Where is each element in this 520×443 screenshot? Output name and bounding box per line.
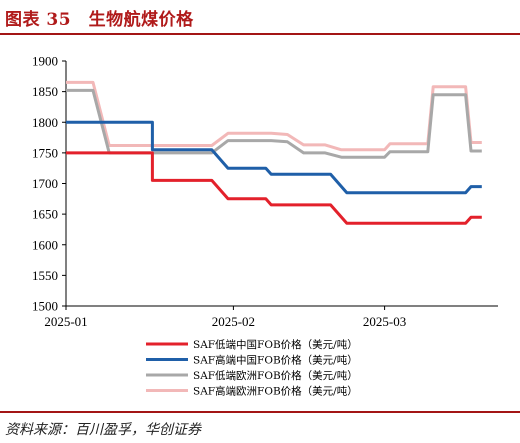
chart-legend: SAF低端中国FOB价格（美元/吨） SAF高端中国FOB价格（美元/吨） SAF低… (146, 338, 358, 398)
series-line-0 (66, 151, 482, 225)
y-tick-label: 1650 (32, 207, 58, 222)
legend-label-0: SAF低端中国FOB价格（美元/吨） (193, 338, 358, 351)
x-tick-label: 2025-01 (44, 314, 87, 329)
y-tick-label: 1850 (32, 84, 58, 99)
y-tick-label: 1500 (32, 299, 58, 314)
bottom-rule (0, 411, 520, 413)
series-line-1 (66, 120, 482, 195)
y-tick-label: 1550 (32, 268, 58, 283)
price-line-chart: 1500 1550 1600 1650 1700 1750 1800 1850 1900 2025… (32, 54, 498, 398)
top-rule (0, 33, 520, 35)
chart-axes: 1500 1550 1600 1650 1700 1750 1800 1850 1900 2025… (32, 54, 498, 329)
x-tick-label: 2025-03 (363, 314, 406, 329)
series-line-3 (66, 80, 482, 152)
y-tick-label: 1600 (32, 237, 58, 252)
figure-title: 图表 35 生物航煤价格 (5, 10, 194, 30)
legend-label-1: SAF高端中国FOB价格（美元/吨） (193, 354, 358, 367)
y-tick-label: 1700 (32, 176, 58, 191)
y-tick-label: 1900 (32, 54, 58, 69)
legend-label-3: SAF高端欧洲FOB价格（美元/吨） (193, 385, 358, 398)
legend-label-2: SAF低端欧洲FOB价格（美元/吨） (193, 369, 358, 382)
chart-series-lines (66, 80, 482, 225)
source-note: 资料来源：百川盈孚，华创证券 (5, 422, 201, 438)
x-tick-label: 2025-02 (212, 314, 255, 329)
y-tick-label: 1800 (32, 115, 58, 130)
y-tick-label: 1750 (32, 145, 58, 160)
series-line-2 (66, 88, 482, 159)
